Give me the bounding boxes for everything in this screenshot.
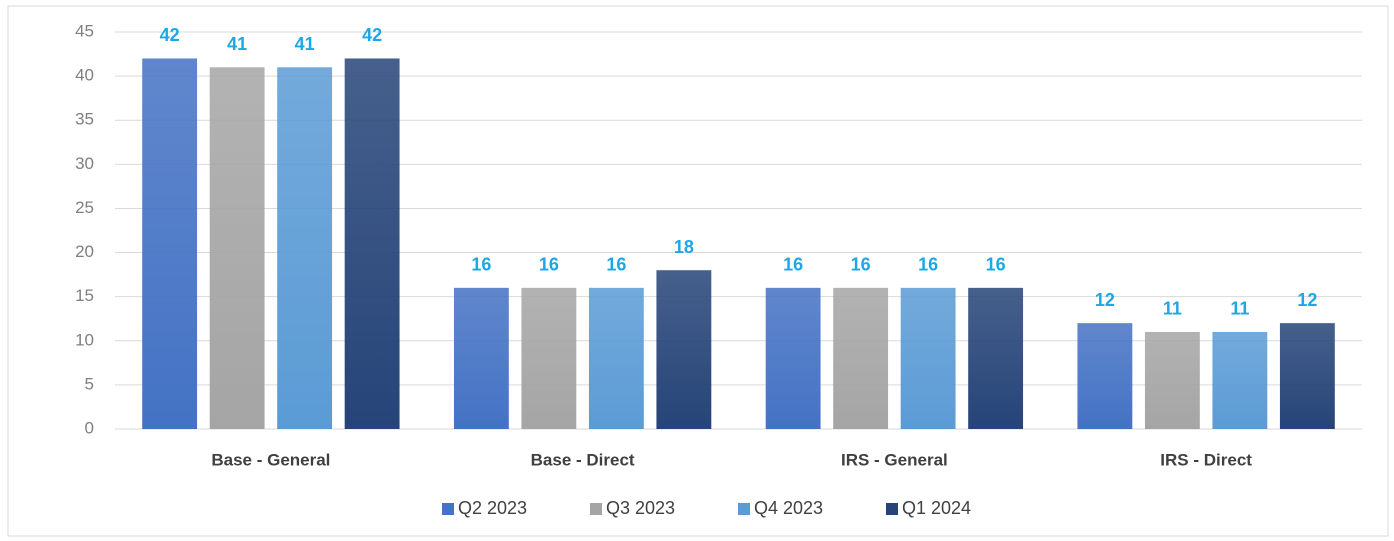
data-label: 16: [783, 255, 803, 275]
data-label: 12: [1095, 290, 1115, 310]
bar: [1279, 323, 1335, 429]
y-tick-label: 40: [75, 66, 94, 85]
y-tick-label: 20: [75, 242, 94, 261]
bar: [1144, 331, 1200, 429]
bar: [142, 58, 198, 429]
data-label: 16: [851, 255, 871, 275]
y-tick-label: 0: [85, 418, 94, 437]
y-tick-label: 15: [75, 286, 94, 305]
legend-swatch: [886, 503, 898, 515]
bar: [209, 67, 265, 430]
legend-label: Q1 2024: [902, 498, 971, 518]
y-tick-label: 45: [75, 21, 94, 40]
data-label: 12: [1297, 290, 1317, 310]
bar: [521, 287, 577, 429]
data-label: 16: [918, 255, 938, 275]
bar: [1212, 331, 1268, 429]
data-label: 11: [1230, 299, 1249, 319]
legend-label: Q2 2023: [458, 498, 527, 518]
bar: [900, 287, 956, 429]
x-tick-label: IRS - Direct: [1160, 450, 1252, 469]
data-label: 16: [986, 255, 1006, 275]
data-label: 18: [674, 237, 694, 257]
data-label: 42: [160, 25, 180, 45]
bar: [833, 287, 889, 429]
legend-swatch: [590, 503, 602, 515]
data-label: 16: [539, 255, 559, 275]
bar: [1077, 323, 1133, 429]
legend-label: Q3 2023: [606, 498, 675, 518]
y-tick-label: 10: [75, 330, 94, 349]
legend-label: Q4 2023: [754, 498, 823, 518]
bar: [765, 287, 821, 429]
y-tick-label: 35: [75, 110, 94, 129]
bar: [344, 58, 400, 429]
data-label: 42: [362, 25, 382, 45]
bar: [968, 287, 1024, 429]
data-label: 11: [1163, 299, 1182, 319]
x-tick-label: IRS - General: [841, 450, 948, 469]
bar: [588, 287, 644, 429]
data-label: 41: [227, 34, 247, 54]
y-tick-label: 30: [75, 154, 94, 173]
data-label: 41: [295, 34, 315, 54]
legend-swatch: [738, 503, 750, 515]
bar: [656, 270, 712, 429]
x-tick-label: Base - General: [211, 450, 330, 469]
bar: [453, 287, 509, 429]
data-label: 16: [471, 255, 491, 275]
y-tick-label: 5: [85, 374, 94, 393]
y-tick-label: 25: [75, 198, 94, 217]
bar: [277, 67, 333, 430]
legend-swatch: [442, 503, 454, 515]
x-tick-label: Base - Direct: [531, 450, 635, 469]
data-label: 16: [606, 255, 626, 275]
